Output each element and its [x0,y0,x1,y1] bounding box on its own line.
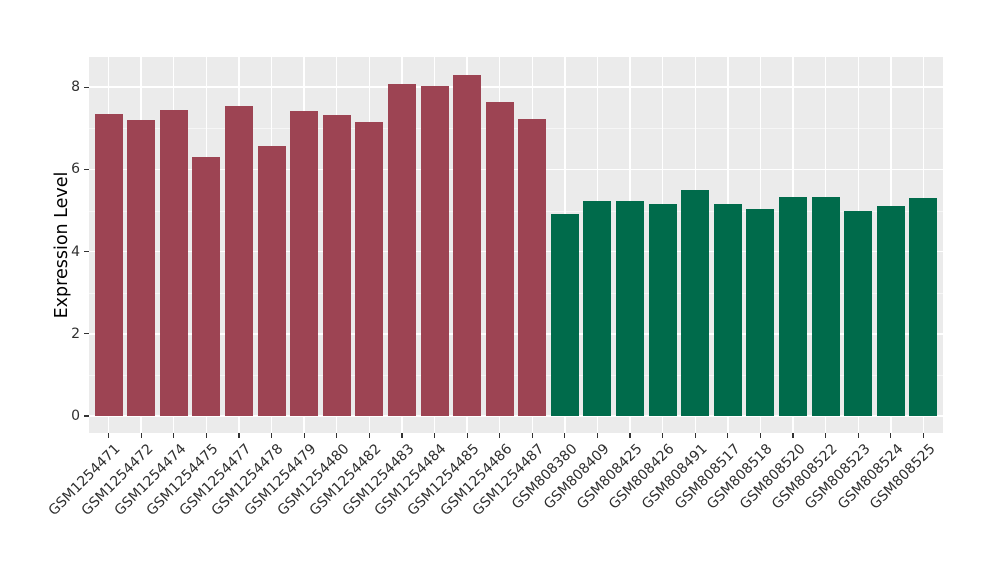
x-tick-mark [107,433,110,438]
y-tick-mark [84,251,89,253]
x-tick-mark [205,433,207,438]
x-tick-mark [303,433,305,438]
x-tick-mark [336,433,338,438]
x-tick-mark [629,433,631,438]
y-tick-label: 2 [71,325,80,342]
bar [127,120,156,416]
bar [779,196,808,416]
x-tick-mark [173,433,175,438]
y-tick-label: 6 [71,161,80,178]
gridline-major [89,250,943,253]
bar [518,118,547,416]
bar [94,113,123,416]
bar [713,203,742,416]
x-tick-mark [401,433,403,438]
x-tick-mark [270,433,273,438]
x-tick-mark [662,433,664,438]
x-tick-mark [499,433,501,438]
gridline-major [89,86,943,88]
bar [420,85,449,416]
x-tick-mark [759,433,762,438]
x-tick-mark [238,433,240,438]
y-tick-mark [84,86,89,88]
bar [257,145,286,416]
bar [583,201,612,416]
y-tick-mark [84,415,89,417]
x-tick-mark [433,433,436,438]
bar [159,109,188,416]
x-tick-mark [140,433,142,438]
gridline-major [89,415,943,417]
bar [224,106,253,416]
bar [550,214,579,416]
bar [616,201,645,416]
bar [811,196,840,416]
x-tick-mark [466,433,468,438]
x-tick-mark [857,433,859,438]
y-tick-mark [84,333,89,335]
bar [387,84,416,416]
gridline-major [89,333,943,335]
bar [290,111,319,416]
gridline-minor [89,374,943,376]
bar [192,157,221,416]
x-tick-mark [922,433,925,438]
bar [681,189,710,416]
bar [746,208,775,416]
y-tick-label: 8 [71,79,80,96]
x-tick-mark [694,433,696,438]
x-tick-mark [825,433,827,438]
y-tick-label: 0 [71,408,80,424]
bar [485,102,514,416]
x-tick-mark [368,433,370,438]
bar [355,121,384,416]
x-tick-mark [792,433,794,438]
y-tick-label: 4 [71,243,80,260]
y-tick-mark [84,168,89,170]
bar [453,75,482,416]
bar [844,210,873,416]
gridline-major [89,168,943,171]
x-tick-mark [890,433,892,438]
x-tick-mark [596,433,599,438]
bar [648,203,677,416]
gridline-minor [89,210,943,212]
gridline-minor [89,128,943,130]
x-tick-mark [727,433,729,438]
plot-panel [89,57,943,433]
x-tick-mark [531,433,533,438]
gridline-minor [89,292,943,294]
bar [322,114,351,416]
bar [909,198,938,416]
x-tick-mark [564,433,566,438]
bar [876,206,905,416]
